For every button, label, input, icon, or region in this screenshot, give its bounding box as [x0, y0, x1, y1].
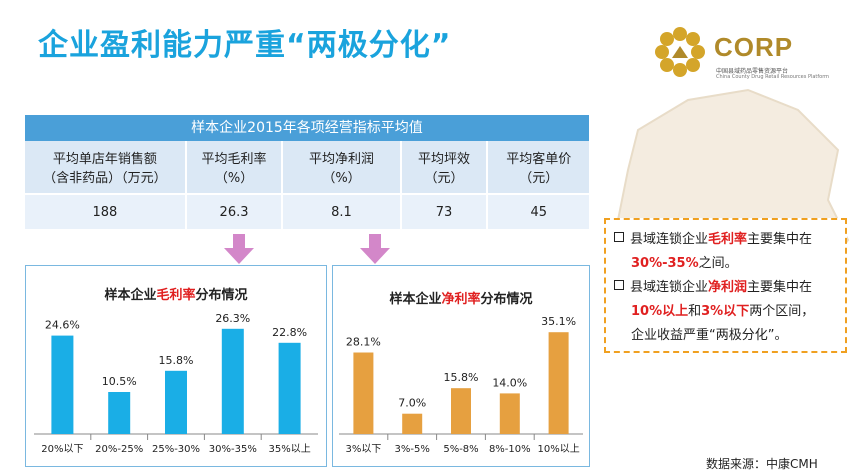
logo-text: CORP [714, 32, 794, 62]
down-arrow-icon [360, 234, 390, 264]
bar [221, 328, 244, 434]
bar [353, 352, 374, 434]
chart-plot: 24.6% 20%以下 10.5% 20%-25% 15.8% 25%-30% 26.3% 3… [34, 312, 318, 455]
corp-logo: CORP 中国县域药品零售资源平台 China County Drug Reta… [652, 22, 842, 82]
summary-note: 县域连锁企业毛利率主要集中在 30%-35%之间。 县域连锁企业净利润主要集中在… [604, 218, 847, 353]
header-unit: （元） [424, 171, 464, 186]
table-title: 样本企业2015年各项经营指标平均值 [25, 115, 589, 141]
note-highlight: 3%以下 [701, 304, 750, 319]
note-text: 两个区间， [749, 304, 815, 319]
table-header-cell: 平均坪效 （元） [402, 141, 489, 193]
bullet-square-icon [614, 232, 624, 242]
note-text: 县域连锁企业 [630, 232, 709, 247]
chart-title-highlight: 净利率 [441, 292, 481, 307]
category-label: 35%以上 [268, 443, 310, 455]
table-cell: 45 [530, 204, 547, 220]
chart-title-highlight: 毛利率 [156, 288, 196, 303]
note-highlight: 30%-35% [631, 256, 699, 271]
data-source: 数据来源：中康CMH [706, 457, 818, 471]
category-label: 8%-10% [489, 444, 531, 455]
note-line: 企业收益严重“两极分化”。 [614, 324, 837, 348]
table-cell: 26.3 [187, 195, 284, 229]
table-header-cell: 平均净利润 （%） [283, 141, 402, 193]
bar [402, 413, 423, 434]
header-line: 平均单店年销售额 [52, 152, 157, 167]
category-label: 10%以上 [537, 443, 579, 455]
down-arrow-icon [224, 234, 254, 264]
data-label: 7.0% [398, 397, 426, 410]
page-title: 企业盈利能力严重“两极分化” [38, 28, 452, 63]
data-label: 28.1% [346, 336, 381, 349]
category-label: 5%-8% [443, 444, 478, 455]
chart-title: 样本企业净利率分布情况 [333, 288, 589, 307]
category-label: 3%以下 [345, 444, 381, 455]
table-header-row: 平均单店年销售额 （含非药品）（万元） 平均毛利率 （%） 平均净利润 （%） 平均坪… [25, 141, 589, 193]
net-margin-chart: 样本企业净利率分布情况 28.1% 3%以下 7.0% 3%-5% 15.8% 5%-8%… [332, 265, 590, 467]
data-label: 22.8% [272, 326, 307, 339]
note-highlight: 净利润 [708, 280, 748, 295]
bar [499, 393, 520, 434]
note-text: 之间。 [698, 256, 738, 271]
note-line: 10%以上和3%以下两个区间， [614, 300, 837, 324]
note-text: 主要集中在 [747, 280, 813, 295]
header-line: 平均毛利率 [201, 152, 267, 167]
data-label: 35.1% [541, 315, 576, 328]
bar [548, 332, 569, 434]
header-line: 平均净利润 [309, 152, 375, 167]
bar [165, 370, 187, 434]
note-text: 企业收益严重“两极分化”。 [631, 328, 788, 343]
chart-title: 样本企业毛利率分布情况 [26, 284, 326, 303]
data-label: 26.3% [215, 312, 250, 325]
note-line: 30%-35%之间。 [614, 252, 837, 276]
table-header-cell: 平均单店年销售额 （含非药品）（万元） [25, 141, 187, 193]
gross-margin-chart: 样本企业毛利率分布情况 24.6% 20%以下 10.5% 20%-25% 15.8% 2… [25, 265, 327, 467]
header-line: 平均坪效 [418, 152, 471, 167]
note-text: 和 [688, 304, 702, 319]
table-header-cell: 平均毛利率 （%） [187, 141, 284, 193]
data-label: 15.8% [159, 354, 194, 367]
bar [51, 335, 74, 434]
table-value-row: 188 26.3 8.1 73 45 [25, 195, 589, 229]
chart-title-suffix: 分布情况 [480, 292, 533, 307]
chart-title-prefix: 样本企业 [104, 288, 157, 303]
bullet-square-icon [614, 280, 624, 290]
note-highlight: 毛利率 [708, 232, 748, 247]
category-label: 20%-25% [95, 444, 143, 455]
note-text: 县域连锁企业 [630, 280, 709, 295]
data-label: 14.0% [492, 376, 527, 389]
note-text: 主要集中在 [747, 232, 813, 247]
data-label: 15.8% [444, 371, 479, 384]
data-label: 24.6% [45, 319, 80, 332]
header-unit: （含非药品）（万元） [43, 171, 167, 186]
table-header-cell: 平均客单价 （元） [488, 141, 589, 193]
data-label: 10.5% [102, 375, 137, 388]
note-line: 县域连锁企业净利润主要集中在 [614, 276, 837, 300]
note-line: 县域连锁企业毛利率主要集中在 [614, 228, 837, 252]
bar [451, 388, 471, 434]
chart-title-suffix: 分布情况 [195, 288, 248, 303]
header-unit: （元） [519, 171, 559, 186]
category-label: 3%-5% [395, 444, 430, 455]
sunflower-icon [655, 27, 705, 77]
table-cell: 8.1 [283, 195, 402, 229]
category-label: 25%-30% [152, 444, 200, 455]
logo-subtitle-en: China County Drug Retail Resources Platf… [716, 74, 830, 80]
header-unit: （%） [214, 171, 254, 186]
bar [278, 342, 301, 434]
table-cell: 73 [402, 195, 489, 229]
logo-subtitle-cn: 中国县域药品零售资源平台 [716, 68, 789, 75]
chart-plot: 28.1% 3%以下 7.0% 3%-5% 15.8% 5%-8% 14.0% 8%-10% 3… [339, 315, 583, 455]
header-unit: （%） [322, 171, 361, 186]
table-cell: 188 [25, 195, 187, 229]
bar [108, 392, 131, 434]
header-line: 平均客单价 [506, 152, 572, 167]
note-highlight: 10%以上 [631, 304, 689, 319]
category-label: 20%以下 [41, 444, 83, 455]
chart-title-prefix: 样本企业 [389, 292, 442, 307]
category-label: 30%-35% [209, 444, 257, 455]
